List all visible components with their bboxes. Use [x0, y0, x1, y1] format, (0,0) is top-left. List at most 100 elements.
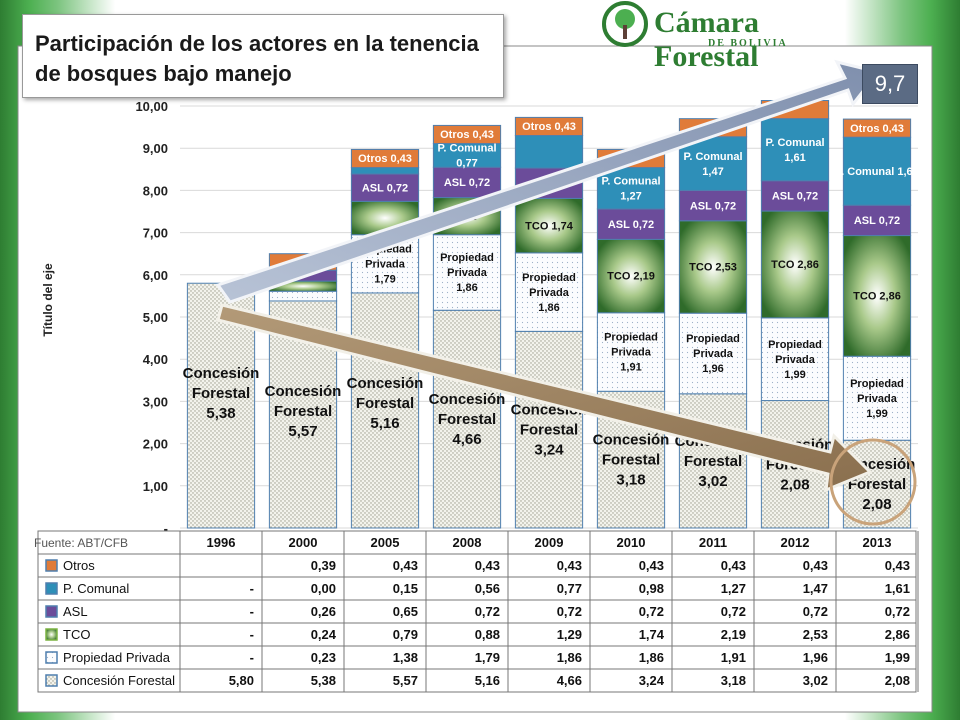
bar-segment-privada	[842, 355, 912, 441]
table-cell: 2,53	[803, 627, 828, 642]
bar-segment-otros	[432, 124, 502, 145]
bar-value-label: Otros 0,43	[440, 129, 494, 141]
table-cell: 0,56	[475, 581, 500, 596]
table-cell: 3,18	[721, 673, 746, 688]
bar-value-label: Concesión	[183, 365, 260, 382]
bar-value-label: Concesión	[593, 432, 670, 449]
logo: Cámara Forestal DE BOLIVIA	[598, 0, 858, 73]
y-tick-label: 9,00	[143, 141, 168, 156]
table-cell: 0,72	[885, 604, 910, 619]
y-tick-label: 2,00	[143, 437, 168, 452]
table-cell: 0,00	[311, 581, 336, 596]
table-cell: 5,57	[393, 673, 418, 688]
bar-value-label: Privada	[775, 354, 816, 366]
table-cell: 1,99	[885, 650, 910, 665]
bar-value-label: Propiedad	[604, 332, 658, 344]
bar-value-label: Forestal	[602, 452, 660, 469]
bar-value-label: Privada	[365, 258, 406, 270]
table-cell: 4,66	[557, 673, 582, 688]
logo-name: Cámara Forestal	[654, 6, 759, 73]
highlight-circle	[829, 438, 917, 526]
bar-value-label: Privada	[693, 348, 734, 360]
bar-value-label: P. Comunal	[683, 151, 742, 163]
table-cell: 0,24	[311, 627, 337, 642]
table-cell: 0,77	[557, 581, 582, 596]
bar-value-label: 1,61	[784, 152, 805, 164]
bar-value-label: Propiedad	[768, 339, 822, 351]
bar-value-label: Privada	[529, 287, 570, 299]
table-cell: 0,79	[393, 627, 418, 642]
table-cell: -	[250, 627, 254, 642]
bar-segment-comunal	[350, 167, 420, 175]
legend-swatch-asl	[45, 605, 58, 618]
table-cell: 1,47	[803, 581, 828, 596]
bar-segment-asl	[350, 173, 420, 202]
bar-value-label: TCO 2,19	[607, 271, 655, 283]
bar-segment-asl	[432, 166, 502, 199]
table-cell: 1,86	[557, 650, 582, 665]
bar-value-label: Forestal	[684, 453, 742, 470]
table-cell: 0,88	[475, 627, 500, 642]
bar-value-label: Concesión	[265, 383, 342, 400]
table-cell: -	[250, 581, 254, 596]
bar-value-label: Otros 0,43	[522, 121, 576, 133]
bar-value-label: Propiedad	[850, 378, 904, 390]
bar-value-label: Otros 0,43	[358, 153, 412, 165]
bar-value-label: 1,47	[702, 166, 723, 178]
bar-segment-tco	[842, 235, 912, 357]
y-tick-label: 3,00	[143, 394, 168, 409]
bar-segment-tco	[678, 220, 748, 314]
x-tick-label: 2008	[453, 535, 482, 550]
table-cell: 0,72	[475, 604, 500, 619]
table-cell: 1,79	[475, 650, 500, 665]
bar-segment-otros	[350, 148, 420, 169]
table-cell: 0,15	[393, 581, 418, 596]
table-cell: 2,19	[721, 627, 746, 642]
table-cell: 1,96	[803, 650, 828, 665]
bar-segment-comunal	[514, 135, 584, 169]
bar-value-label: TCO 1,74	[525, 220, 574, 232]
legend-label: Otros	[63, 558, 95, 573]
bar-value-label: 5,57	[288, 423, 317, 440]
table-cell: 0,43	[557, 558, 582, 573]
tree-logo-icon	[602, 1, 648, 47]
bar-value-label: P. Comunal	[765, 137, 824, 149]
bar-value-label: ASL 0,72	[772, 191, 818, 203]
table-cell: 1,86	[639, 650, 664, 665]
table-cell: 3,02	[803, 673, 828, 688]
legend-label: ASL	[63, 604, 88, 619]
bar-segment-asl	[596, 208, 666, 240]
table-cell: 0,65	[393, 604, 418, 619]
legend-swatch-tco	[45, 628, 58, 641]
bar-segment-comunal	[842, 136, 912, 206]
total-value-badge: 9,7	[862, 64, 918, 104]
bar-value-label: Propiedad	[440, 252, 494, 264]
bar-segment-privada	[514, 252, 584, 332]
x-tick-label: 1996	[207, 535, 236, 550]
table-cell: 0,39	[311, 558, 336, 573]
bar-value-label: 1,91	[620, 362, 641, 374]
y-tick-label: 7,00	[143, 226, 168, 241]
x-tick-label: 2011	[699, 535, 727, 550]
y-tick-label: 8,00	[143, 183, 168, 198]
bar-value-label: 3,02	[698, 473, 727, 490]
table-cell: 0,43	[885, 558, 910, 573]
y-tick-label: 5,00	[143, 310, 168, 325]
bar-segment-otros	[842, 118, 912, 138]
bar-value-label: Forestal	[192, 385, 250, 402]
bar-value-label: ASL 0,72	[690, 200, 736, 212]
bar-segment-comunal	[760, 118, 830, 182]
table-cell: 0,43	[721, 558, 746, 573]
bar-segment-comunal	[596, 167, 666, 210]
legend-swatch-concesion	[45, 674, 58, 687]
bar-value-label: 2,08	[780, 476, 809, 493]
table-cell: 1,61	[885, 581, 910, 596]
bar-value-label: Propiedad	[522, 272, 576, 284]
table-cell: 5,38	[311, 673, 336, 688]
bar-value-label: 3,18	[616, 472, 645, 489]
bar-value-label: Propiedad	[686, 333, 740, 345]
table-cell: 0,72	[721, 604, 746, 619]
bar-value-label: ASL 0,72	[362, 182, 408, 194]
